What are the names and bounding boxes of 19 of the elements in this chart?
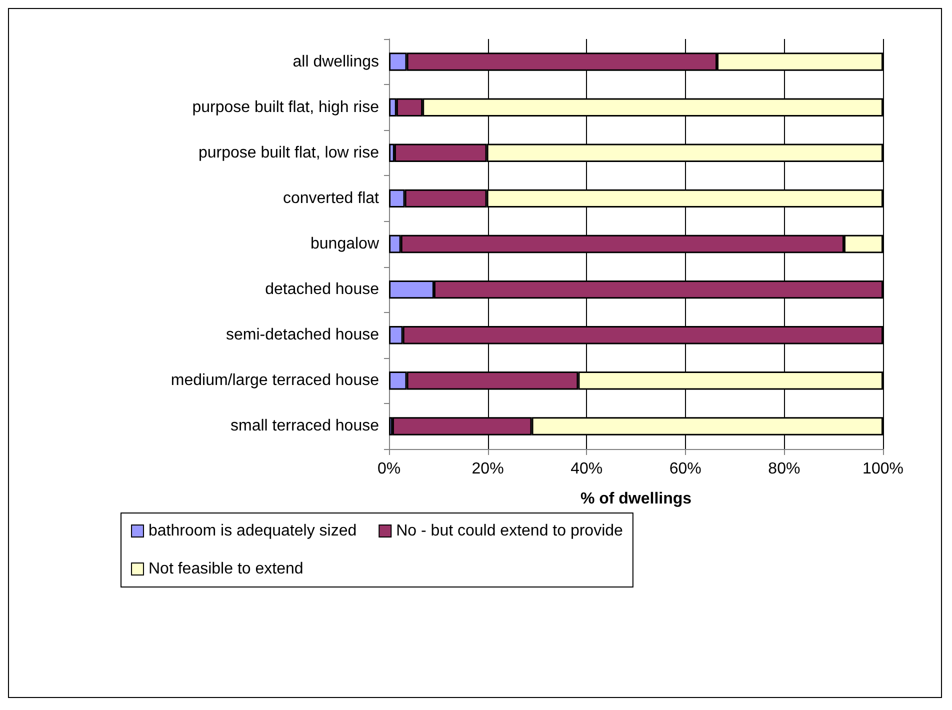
x-tick-label: 80%	[768, 460, 800, 478]
y-tick-label: bungalow	[310, 236, 380, 252]
y-tick-label: purpose built flat, low rise	[198, 144, 380, 162]
x-tick-label: 0%	[377, 460, 401, 478]
legend-label: bathroom is adequately sized	[148, 522, 357, 540]
y-tick-label: semi-detached house	[226, 326, 380, 344]
y-tick-label: small terraced house	[230, 418, 380, 435]
legend-label: Not feasible to extend	[148, 560, 304, 578]
y-tick-label: purpose built flat, high rise	[192, 98, 380, 116]
legend-label: No - but could extend to provide	[396, 522, 624, 540]
x-tick-label: 100%	[862, 460, 904, 478]
y-tick-label: all dwellings	[292, 53, 379, 70]
y-tick-label: detached house	[265, 281, 380, 298]
x-axis-title: % of dwellings	[580, 490, 692, 508]
y-tick-label: medium/large terraced house	[170, 372, 380, 390]
x-tick-label: 60%	[669, 460, 702, 478]
x-tick-label: 40%	[570, 460, 603, 478]
y-tick-label: converted flat	[282, 190, 380, 207]
x-tick-label: 20%	[472, 460, 504, 478]
